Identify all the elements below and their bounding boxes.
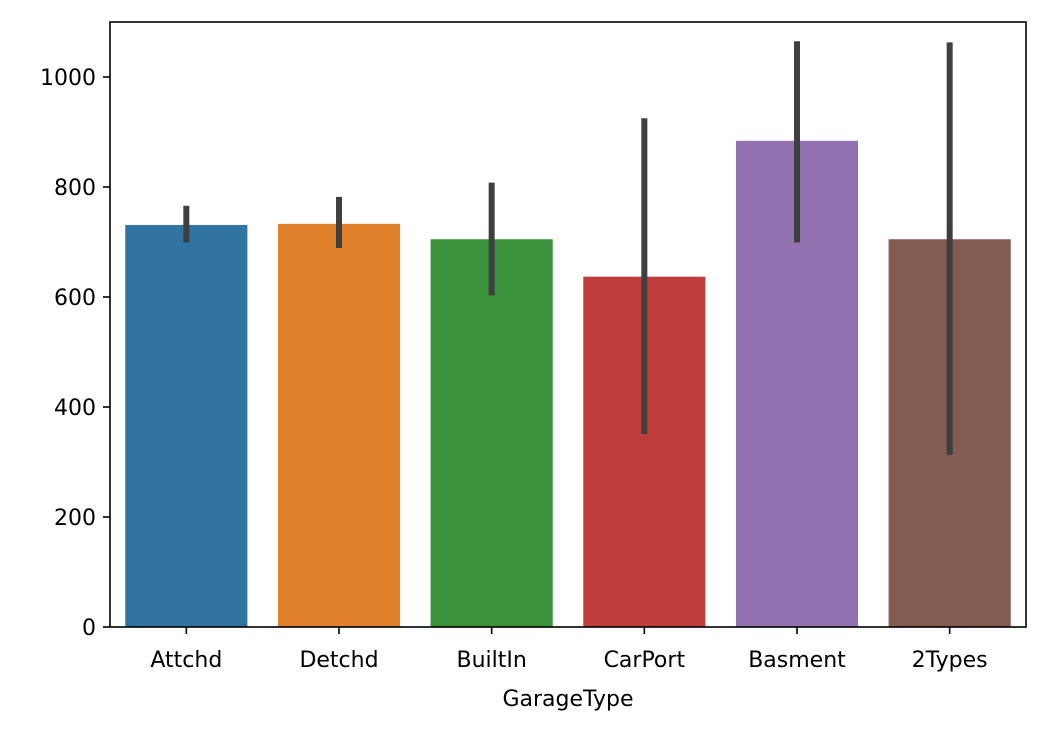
x-tick-label: Basment [748, 648, 846, 673]
bar-builtin [430, 239, 553, 627]
x-axis-label: GarageType [502, 687, 633, 712]
x-tick-label: 2Types [912, 648, 988, 673]
bar-detchd [277, 223, 401, 627]
x-tick-label: BuiltIn [457, 648, 527, 673]
x-axis: Attchd Detchd BuiltIn CarPort Basment 2Types [150, 627, 988, 673]
error-bars-layer [183, 41, 953, 455]
y-tick-label: 200 [54, 506, 96, 531]
y-tick-label: 400 [54, 396, 96, 421]
x-tick-label: CarPort [604, 648, 686, 673]
y-tick-label: 1000 [40, 66, 96, 91]
x-tick-label: Detchd [299, 648, 378, 673]
bars-layer [125, 140, 1011, 628]
y-tick-label: 800 [54, 176, 96, 201]
bar-attchd [125, 224, 248, 627]
plot-frame [109, 21, 1027, 628]
y-axis: 0 200 400 600 800 1000 [40, 66, 110, 641]
y-tick-label: 600 [54, 286, 96, 311]
y-tick-label: 0 [82, 616, 96, 641]
x-tick-label: Attchd [150, 648, 222, 673]
